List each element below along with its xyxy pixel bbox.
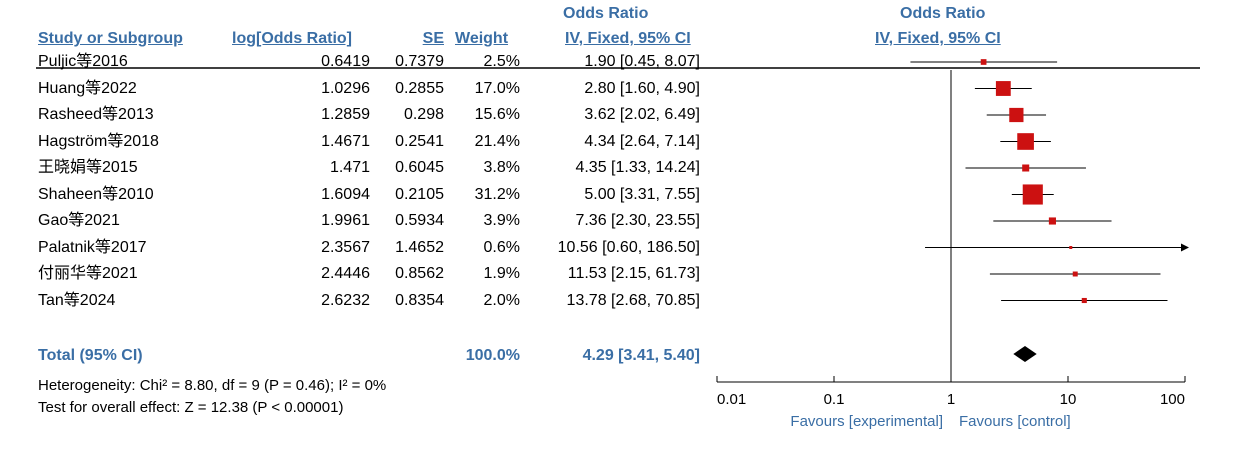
x-tick-label: 0.01 [717,391,746,408]
x-tick-label: 100 [1160,391,1185,408]
log-or-value: 1.6094 [321,185,370,203]
study-marker [1072,271,1078,277]
ci-value: 7.36 [2.30, 23.55] [575,212,700,229]
study-marker [1022,184,1043,205]
study-marker [1017,133,1034,150]
pooled-diamond [1013,346,1037,362]
study-marker [1081,297,1087,304]
log-or-value: 0.6419 [321,53,370,70]
total-weight: 100.0% [465,347,520,364]
ci-value: 11.53 [2.15, 61.73] [567,265,700,282]
log-or-value: 2.3567 [321,238,370,256]
ci-value: 10.56 [0.60, 186.50] [557,238,700,256]
study-name: 付丽华等2021 [38,265,138,282]
weight-value: 15.6% [474,106,520,123]
col-header-ci: IV, Fixed, 95% CI [565,30,691,47]
col-header-se: SE [422,30,444,47]
ci-value: 4.34 [2.64, 7.14] [584,132,700,150]
favours-right-label: Favours [control] [959,413,1071,430]
study-name: 王晓娟等2015 [38,159,138,176]
study-name: Palatnik等2017 [38,238,147,256]
ci-arrow [1181,243,1189,252]
ci-value: 1.90 [0.45, 8.07] [584,53,700,70]
favours-left-label: Favours [experimental] [790,413,943,430]
ci-value: 5.00 [3.31, 7.55] [584,185,700,203]
log-or-value: 2.4446 [321,265,370,282]
study-name: Rasheed等2013 [38,106,154,123]
se-value: 0.298 [403,106,444,123]
study-marker [980,59,987,65]
se-value: 0.8562 [395,265,444,282]
group-header-data: Odds Ratio [563,5,649,22]
study-name: Hagström等2018 [38,132,159,150]
weight-value: 3.9% [483,212,520,229]
study-name: Shaheen等2010 [38,185,154,203]
se-value: 0.6045 [395,159,444,176]
study-marker [995,81,1011,96]
weight-value: 2.0% [483,291,520,309]
log-or-value: 1.0296 [321,79,370,97]
heterogeneity-text: Heterogeneity: Chi² = 8.80, df = 9 (P = … [38,377,387,394]
log-or-value: 1.471 [329,159,370,176]
log-or-value: 2.6232 [321,291,370,309]
weight-value: 3.8% [483,159,520,176]
total-label: Total (95% CI) [38,347,143,364]
ci-value: 4.35 [1.33, 14.24] [575,159,700,176]
study-marker [1048,217,1056,225]
se-value: 0.2541 [395,132,444,150]
col-header-plot-ci: IV, Fixed, 95% CI [875,30,1001,47]
x-tick-label: 10 [1060,391,1077,408]
ci-value: 13.78 [2.68, 70.85] [566,291,700,309]
study-marker [1009,107,1024,123]
weight-value: 2.5% [483,53,520,70]
se-value: 0.7379 [395,53,444,70]
se-value: 0.2855 [395,79,444,97]
weight-value: 0.6% [483,238,520,256]
x-tick-label: 0.1 [824,391,845,408]
total-ci: 4.29 [3.41, 5.40] [582,347,700,364]
weight-value: 31.2% [474,185,520,203]
col-header-study: Study or Subgroup [38,30,183,47]
group-header-plot: Odds Ratio [900,5,986,22]
log-or-value: 1.4671 [321,132,370,150]
ci-value: 2.80 [1.60, 4.90] [584,79,700,97]
study-name: Puljic等2016 [38,53,128,70]
study-marker [1069,246,1073,249]
study-name: Gao等2021 [38,212,120,229]
study-name: Tan等2024 [38,291,116,309]
study-name: Huang等2022 [38,79,137,97]
log-or-value: 1.9961 [321,212,370,229]
col-header-log-or: log[Odds Ratio] [232,30,352,47]
log-or-value: 1.2859 [321,106,370,123]
se-value: 0.8354 [395,291,444,309]
study-marker [1022,164,1030,172]
weight-value: 21.4% [474,132,520,150]
weight-value: 1.9% [483,265,520,282]
se-value: 0.5934 [395,212,444,229]
se-value: 1.4652 [395,238,444,256]
x-tick-label: 1 [947,391,955,408]
col-header-weight: Weight [455,30,509,47]
overall-effect-text: Test for overall effect: Z = 12.38 (P < … [38,399,344,416]
weight-value: 17.0% [474,79,520,97]
ci-value: 3.62 [2.02, 6.49] [584,106,700,123]
se-value: 0.2105 [395,185,444,203]
